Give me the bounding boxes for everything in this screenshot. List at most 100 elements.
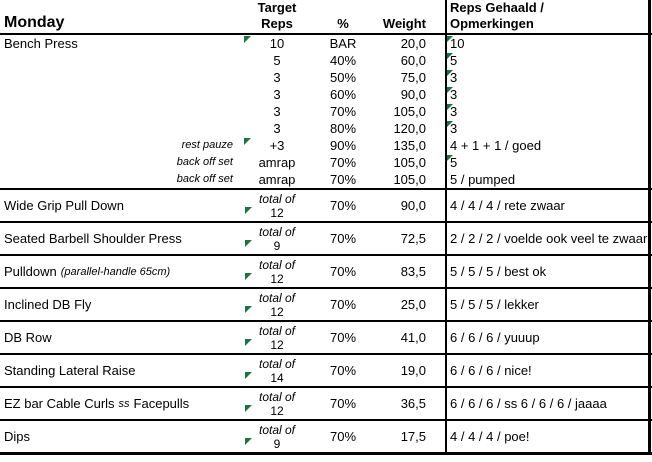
cell-gap (432, 120, 445, 137)
reps-achieved-cell[interactable]: 5 (450, 53, 458, 68)
set-row: 3 50% 75,0 3 (0, 69, 652, 86)
weight-cell[interactable]: 75,0 (400, 70, 426, 85)
weight-cell[interactable]: 90,0 (400, 198, 426, 213)
weight-cell[interactable]: 105,0 (393, 172, 426, 187)
exercise-name-cell[interactable]: Wide Grip Pull Down (0, 190, 244, 221)
exercise-name-cell[interactable]: Seated Barbell Shoulder Press (0, 223, 244, 254)
exercise-name-cell[interactable] (0, 69, 244, 86)
weight-header-cell[interactable]: Weight (376, 0, 432, 33)
target-prefix: total of (258, 290, 296, 305)
percent-cell[interactable]: 70% (329, 155, 357, 170)
exercise-name-cell[interactable]: DB Row (0, 322, 244, 353)
reps-achieved-cell[interactable]: 4 / 4 / 4 / poe! (450, 429, 530, 444)
cell-gap (432, 421, 445, 452)
percent-cell[interactable]: 70% (329, 396, 357, 411)
weight-cell[interactable]: 41,0 (400, 330, 426, 345)
reps-achieved-cell[interactable]: 3 (450, 70, 458, 85)
exercise-name-cell[interactable]: Pulldown (parallel-handle 65cm) (0, 256, 244, 287)
target-reps-header-cell[interactable]: Target Reps (244, 0, 310, 33)
percent-cell[interactable]: 70% (329, 104, 357, 119)
percent-cell[interactable]: 40% (329, 53, 357, 68)
target-reps-cell[interactable]: total of 9 (244, 421, 310, 452)
exercise-name-cell[interactable]: EZ bar Cable Curls ss Facepulls (0, 388, 244, 419)
target-reps-cell[interactable]: total of 12 (244, 190, 310, 221)
weight-cell[interactable]: 20,0 (400, 36, 426, 51)
weight-cell[interactable]: 36,5 (400, 396, 426, 411)
percent-cell[interactable]: 80% (329, 121, 357, 136)
exercise-name: Standing Lateral Raise (4, 363, 136, 378)
exercise-name-cell[interactable]: Bench Press (0, 35, 244, 52)
exercise-name-cell[interactable] (0, 103, 244, 120)
cell-gap (432, 190, 445, 221)
target-reps-cell[interactable]: total of 12 (244, 388, 310, 419)
weight-cell[interactable]: 120,0 (393, 121, 426, 136)
exercise-name-cell[interactable]: Dips (0, 421, 244, 452)
reps-achieved-cell[interactable]: 5 / 5 / 5 / lekker (450, 297, 539, 312)
percent-cell[interactable]: 50% (329, 70, 357, 85)
bench-press-section: Bench Press 10 BAR 20,0 10 5 40% 60,0 (0, 35, 652, 190)
exercise-name-cell[interactable] (0, 120, 244, 137)
reps-achieved-cell[interactable]: 3 (450, 87, 458, 102)
percent-cell[interactable]: 70% (329, 231, 357, 246)
weight-cell[interactable]: 19,0 (400, 363, 426, 378)
reps-achieved-cell[interactable]: 4 / 4 / 4 / rete zwaar (450, 198, 565, 213)
reps-achieved-cell[interactable]: 10 (450, 36, 465, 51)
target-reps-cell[interactable]: total of 12 (244, 256, 310, 287)
exercise-name-cell[interactable]: rest pauze (0, 137, 244, 154)
target-reps-cell[interactable]: 3 (273, 104, 281, 119)
weight-cell[interactable]: 105,0 (393, 155, 426, 170)
weight-cell[interactable]: 90,0 (400, 87, 426, 102)
reps-achieved-cell[interactable]: 5 / 5 / 5 / best ok (450, 264, 547, 279)
target-reps-cell[interactable]: 5 (273, 53, 281, 68)
set-type-label: back off set (176, 173, 233, 185)
reps-achieved-cell[interactable]: 4 + 1 + 1 / goed (450, 138, 542, 153)
reps-achieved-cell[interactable]: 5 (450, 155, 458, 170)
exercise-name-cell[interactable]: back off set (0, 154, 244, 171)
target-reps-cell[interactable]: amrap (258, 155, 296, 170)
percent-cell[interactable]: 70% (329, 429, 357, 444)
target-reps-cell[interactable]: 10 (269, 36, 285, 51)
weight-cell[interactable]: 135,0 (393, 138, 426, 153)
percent-cell[interactable]: 70% (329, 363, 357, 378)
reps-achieved-cell[interactable]: 3 (450, 104, 458, 119)
target-reps-cell[interactable]: +3 (269, 138, 285, 153)
percent-header-cell[interactable]: % (310, 0, 376, 33)
exercise-name: Seated Barbell Shoulder Press (4, 231, 182, 246)
percent-cell[interactable]: 70% (329, 198, 357, 213)
weight-cell[interactable]: 25,0 (400, 297, 426, 312)
percent-cell[interactable]: 70% (329, 264, 357, 279)
reps-achieved-header-cell[interactable]: Reps Gehaald / Opmerkingen (445, 0, 652, 33)
exercise-name-cell[interactable]: Inclined DB Fly (0, 289, 244, 320)
reps-achieved-cell[interactable]: 6 / 6 / 6 / yuuup (450, 330, 540, 345)
exercise-name-cell[interactable] (0, 86, 244, 103)
exercise-name-cell[interactable] (0, 52, 244, 69)
weight-cell[interactable]: 17,5 (400, 429, 426, 444)
percent-cell[interactable]: 70% (329, 330, 357, 345)
exercise-name-cell[interactable]: Standing Lateral Raise (0, 355, 244, 386)
percent-cell[interactable]: BAR (329, 36, 357, 51)
reps-achieved-cell[interactable]: 5 / pumped (450, 172, 516, 187)
weight-cell[interactable]: 60,0 (400, 53, 426, 68)
exercise-name-cell[interactable]: back off set (0, 171, 244, 188)
reps-achieved-cell[interactable]: 3 (450, 121, 458, 136)
target-reps-cell[interactable]: total of 12 (244, 322, 310, 353)
percent-cell[interactable]: 70% (329, 172, 357, 187)
target-reps-cell[interactable]: total of 14 (244, 355, 310, 386)
target-reps-cell[interactable]: 3 (273, 121, 281, 136)
target-reps-cell[interactable]: total of 12 (244, 289, 310, 320)
reps-achieved-cell[interactable]: 6 / 6 / 6 / ss 6 / 6 / 6 / jaaaa (450, 396, 607, 411)
percent-cell[interactable]: 90% (329, 138, 357, 153)
target-prefix: total of (258, 323, 296, 338)
reps-achieved-cell[interactable]: 6 / 6 / 6 / nice! (450, 363, 532, 378)
weight-cell[interactable]: 105,0 (393, 104, 426, 119)
target-reps-cell[interactable]: total of 9 (244, 223, 310, 254)
weight-cell[interactable]: 72,5 (400, 231, 426, 246)
target-reps-cell[interactable]: amrap (258, 172, 296, 187)
reps-achieved-cell[interactable]: 2 / 2 / 2 / voelde ook veel te zwaar (450, 231, 648, 246)
percent-cell[interactable]: 60% (329, 87, 357, 102)
day-header-cell[interactable]: Monday (0, 0, 244, 33)
percent-cell[interactable]: 70% (329, 297, 357, 312)
target-reps-cell[interactable]: 3 (273, 70, 281, 85)
target-reps-cell[interactable]: 3 (273, 87, 281, 102)
weight-cell[interactable]: 83,5 (400, 264, 426, 279)
